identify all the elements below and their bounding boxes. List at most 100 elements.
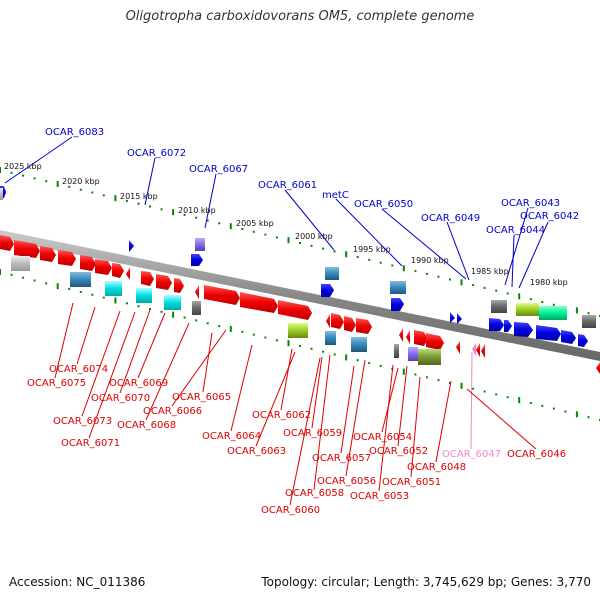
- label-ocar-6048[interactable]: OCAR_6048: [407, 462, 466, 473]
- gene-minus-e[interactable]: [80, 255, 96, 271]
- label-ocar-6046[interactable]: OCAR_6046: [507, 449, 566, 460]
- gene-minus-cyan-b[interactable]: [136, 288, 152, 303]
- gene-plus-6049a[interactable]: [450, 312, 455, 323]
- gene-plus-6044d[interactable]: [536, 325, 561, 341]
- label-ocar-6065[interactable]: OCAR_6065: [172, 392, 231, 403]
- gene-plus-6067a[interactable]: [195, 238, 205, 251]
- label-ocar-6054[interactable]: OCAR_6054: [353, 432, 412, 443]
- gene-plus-6043a[interactable]: [491, 300, 507, 313]
- gene-plus-edge[interactable]: [582, 315, 596, 328]
- gene-minus-steel-a[interactable]: [70, 272, 91, 287]
- gene-minus-edge[interactable]: [596, 362, 600, 374]
- label-ocar-6061[interactable]: OCAR_6061: [258, 180, 317, 191]
- label-ocar-6071[interactable]: OCAR_6071: [61, 438, 120, 449]
- scale-major-tick: [518, 397, 521, 404]
- scale-dot: [252, 333, 255, 336]
- label-ocar-6074[interactable]: OCAR_6074: [49, 364, 108, 375]
- gene-minus-t[interactable]: [399, 328, 403, 342]
- label-ocar-6050[interactable]: OCAR_6050: [354, 199, 413, 210]
- gene-minus-f[interactable]: [95, 259, 112, 275]
- label-ocar-6051[interactable]: OCAR_6051: [382, 477, 441, 488]
- gene-plus-6043b[interactable]: [516, 303, 539, 316]
- gene-minus-g[interactable]: [112, 263, 124, 278]
- gene-minus-r[interactable]: [344, 316, 356, 332]
- gene-pseudo-6047a[interactable]: [472, 343, 476, 356]
- gene-plus-metc[interactable]: [390, 281, 406, 294]
- label-ocar-6072[interactable]: OCAR_6072: [127, 148, 186, 159]
- label-ocar-6043[interactable]: OCAR_6043: [501, 198, 560, 209]
- label-ocar-6042[interactable]: OCAR_6042: [520, 211, 579, 222]
- gene-plus-6044c[interactable]: [514, 322, 533, 337]
- label-ocar-6067[interactable]: OCAR_6067: [189, 164, 248, 175]
- gene-minus-n[interactable]: [240, 292, 278, 313]
- label-ocar-6047[interactable]: OCAR_6047: [442, 449, 501, 460]
- gene-minus-cyan-c[interactable]: [164, 295, 181, 310]
- gene-minus-x[interactable]: [456, 341, 460, 354]
- label-metc[interactable]: metC: [322, 190, 349, 201]
- gene-minus-a[interactable]: [0, 235, 14, 251]
- gene-plus-6061a[interactable]: [325, 267, 339, 280]
- label-ocar-6059[interactable]: OCAR_6059: [283, 428, 342, 439]
- gene-minus-m[interactable]: [204, 285, 240, 305]
- gene-plus-edge-b[interactable]: [0, 188, 3, 200]
- gene-minus-lgray[interactable]: [11, 256, 30, 271]
- gene-minus-h[interactable]: [126, 267, 130, 280]
- gene-minus-gray-b[interactable]: [394, 344, 399, 358]
- label-ocar-6064[interactable]: OCAR_6064: [202, 431, 261, 442]
- gene-minus-olive[interactable]: [418, 349, 441, 365]
- gene-minus-purple[interactable]: [408, 347, 418, 361]
- label-ocar-6075[interactable]: OCAR_6075: [27, 378, 86, 389]
- scale-dot: [160, 208, 163, 211]
- label-ocar-6044[interactable]: OCAR_6044: [486, 225, 545, 236]
- gene-plus-6049[interactable]: [457, 313, 462, 324]
- scale-dot: [414, 373, 417, 376]
- label-ocar-6052[interactable]: OCAR_6052: [369, 446, 428, 457]
- label-ocar-6069[interactable]: OCAR_6069: [109, 378, 168, 389]
- gene-minus-u[interactable]: [406, 330, 410, 344]
- gene-plus-6072[interactable]: [129, 240, 134, 252]
- label-ocar-6053[interactable]: OCAR_6053: [350, 491, 409, 502]
- label-ocar-6058[interactable]: OCAR_6058: [285, 488, 344, 499]
- gene-plus-6044a[interactable]: [489, 318, 504, 331]
- gene-minus-6046a[interactable]: [476, 343, 480, 357]
- scale-major-tick: [575, 307, 578, 314]
- gene-minus-c[interactable]: [40, 246, 56, 262]
- label-ocar-6056[interactable]: OCAR_6056: [317, 476, 376, 487]
- label-ocar-6063[interactable]: OCAR_6063: [227, 446, 286, 457]
- gene-minus-b[interactable]: [14, 240, 40, 258]
- label-ocar-6066[interactable]: OCAR_6066: [143, 406, 202, 417]
- label-ocar-6062[interactable]: OCAR_6062: [252, 410, 311, 421]
- gene-minus-cyan-a[interactable]: [105, 281, 122, 296]
- gene-minus-d[interactable]: [58, 250, 76, 266]
- label-ocar-6068[interactable]: OCAR_6068: [117, 420, 176, 431]
- label-ocar-6049[interactable]: OCAR_6049: [421, 213, 480, 224]
- label-ocar-6070[interactable]: OCAR_6070: [91, 393, 150, 404]
- gene-plus-6067[interactable]: [191, 254, 203, 266]
- label-ocar-6073[interactable]: OCAR_6073: [53, 416, 112, 427]
- gene-minus-k[interactable]: [174, 278, 184, 293]
- gene-minus-l[interactable]: [195, 285, 199, 299]
- gene-minus-w[interactable]: [426, 333, 444, 350]
- gene-minus-p[interactable]: [326, 314, 330, 328]
- gene-minus-o[interactable]: [278, 300, 312, 320]
- tick-label-2005: 2005 kbp: [236, 219, 274, 228]
- gene-plus-6042[interactable]: [539, 306, 567, 320]
- gene-minus-q[interactable]: [331, 313, 344, 329]
- gene-minus-j[interactable]: [156, 274, 172, 290]
- label-ocar-6060[interactable]: OCAR_6060: [261, 505, 320, 516]
- gene-minus-gray-a[interactable]: [192, 301, 201, 315]
- label-ocar-6083[interactable]: OCAR_6083: [45, 127, 104, 138]
- gene-minus-green-a[interactable]: [288, 323, 308, 338]
- gene-plus-6050[interactable]: [391, 298, 404, 311]
- gene-plus-6044f[interactable]: [578, 334, 588, 347]
- gene-minus-steel-b[interactable]: [325, 331, 336, 345]
- gene-minus-i[interactable]: [141, 271, 154, 286]
- gene-minus-steel-c[interactable]: [351, 337, 367, 352]
- gene-plus-6044b[interactable]: [504, 320, 512, 332]
- gene-minus-6046b[interactable]: [481, 344, 485, 358]
- gene-plus-6044e[interactable]: [561, 330, 576, 344]
- label-ocar-6057[interactable]: OCAR_6057: [312, 453, 371, 464]
- gene-plus-6061[interactable]: [321, 284, 334, 297]
- gene-minus-s[interactable]: [356, 318, 372, 334]
- gene-minus-v[interactable]: [414, 330, 428, 346]
